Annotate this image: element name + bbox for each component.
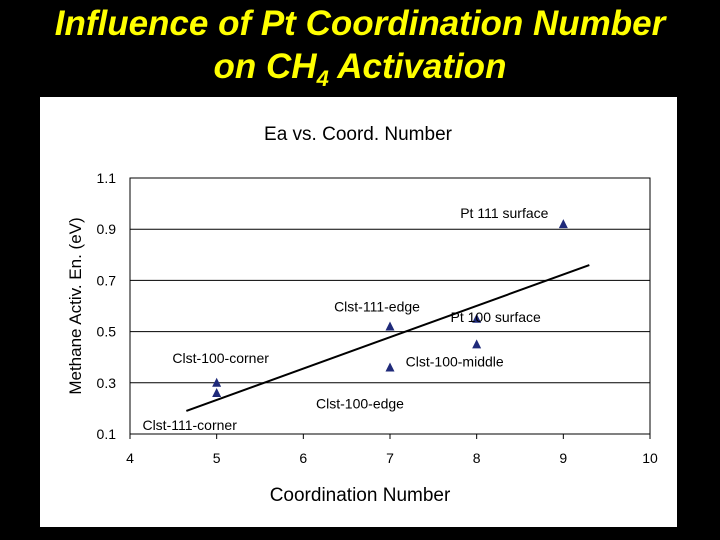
gridlines — [130, 228, 650, 384]
y-tick-label: 0.3 — [97, 375, 117, 391]
data-label: Pt 111 surface — [460, 205, 548, 221]
scatter-chart: Ea vs. Coord. Number 0.10.30.50.70.91.1 … — [66, 124, 658, 506]
data-points — [212, 219, 568, 398]
slide-title-line-2-pre: on CH — [213, 47, 317, 86]
x-tick-label: 8 — [473, 450, 481, 466]
y-tick-label: 0.9 — [97, 221, 117, 237]
x-tick-label: 9 — [559, 450, 567, 466]
y-tick-labels: 0.1 0.3 0.5 0.7 0.9 1.1 — [97, 170, 117, 442]
trendline — [185, 264, 590, 412]
data-labels: Clst-100-corner Clst-111-corner Clst-111-e… — [142, 205, 548, 433]
data-label: Clst-100-corner — [172, 350, 269, 366]
x-tick-label: 4 — [126, 450, 134, 466]
slide-title-line-1: Influence of Pt Coordination Number — [54, 4, 666, 43]
slide-title: Influence of Pt Coordination Number on C… — [0, 2, 720, 88]
x-tick-label: 5 — [213, 450, 221, 466]
data-label: Pt 100 surface — [451, 309, 541, 325]
data-point — [212, 388, 222, 398]
slide-title-subscript: 4 — [316, 66, 329, 89]
chart-panel: Ea vs. Coord. Number 0.1 0.3 0.5 0.7 0.9 1.1 … — [40, 97, 677, 527]
data-label: Clst-111-corner — [142, 417, 237, 433]
chart-title: Ea vs. Coord. Number — [264, 124, 453, 145]
data-point — [385, 321, 395, 331]
data-label: Clst-111-edge — [334, 298, 420, 314]
x-tick-label: 10 — [642, 450, 658, 466]
data-point — [472, 313, 482, 323]
slide-title-line-2-post: Activation — [328, 47, 507, 86]
y-tick-label: 0.5 — [97, 324, 117, 340]
data-point — [558, 219, 568, 229]
data-point — [472, 339, 482, 349]
x-tick-labels: 4 5 6 7 8 9 10 — [126, 434, 658, 466]
x-tick-label: 7 — [386, 450, 394, 466]
y-tick-label: 1.1 — [97, 170, 117, 186]
x-axis-label: Coordination Number — [270, 485, 451, 506]
data-label: Clst-100-middle — [406, 353, 504, 369]
data-label: Clst-100-edge — [316, 395, 404, 411]
y-tick-label: 0.1 — [97, 426, 117, 442]
data-point — [212, 377, 222, 387]
y-tick-label: 0.7 — [97, 272, 117, 288]
data-point — [385, 362, 395, 372]
x-tick-label: 6 — [299, 450, 307, 466]
y-axis-label: Methane Activ. En. (eV) — [66, 217, 85, 394]
slide-title-line-2: on CH4 Activation — [0, 45, 720, 88]
